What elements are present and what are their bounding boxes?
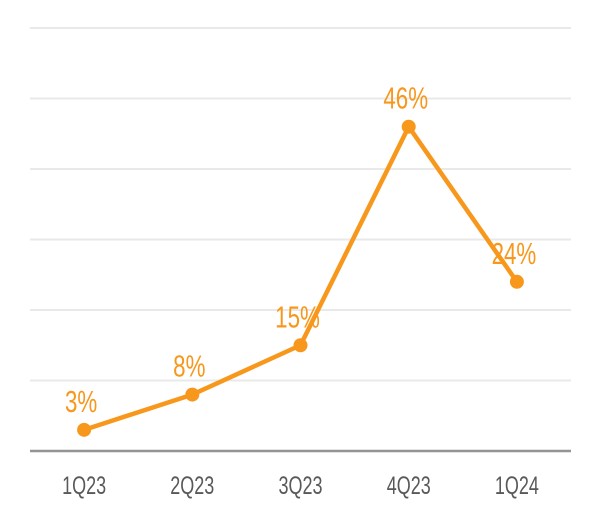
data-point-1q24 — [509, 274, 524, 289]
data-line — [81, 124, 520, 433]
x-tick-label-4q23: 4Q23 — [387, 471, 431, 500]
x-tick-label-1q23: 1Q23 — [62, 471, 106, 500]
data-label-3q23: 15% — [275, 300, 320, 334]
x-tick-label-1q24: 1Q24 — [495, 471, 539, 500]
data-label-4q23: 46% — [383, 81, 428, 115]
x-tick-label-3q23: 3Q23 — [278, 471, 322, 500]
data-point-3q23 — [293, 338, 308, 353]
data-label-1q23: 3% — [65, 384, 97, 418]
x-tick-label-2q23: 2Q23 — [170, 471, 214, 500]
data-point-4q23 — [401, 119, 416, 134]
data-label-1q24: 24% — [492, 236, 537, 270]
data-point-2q23 — [185, 387, 200, 402]
data-point-1q23 — [77, 422, 92, 437]
data-label-2q23: 8% — [173, 349, 205, 383]
